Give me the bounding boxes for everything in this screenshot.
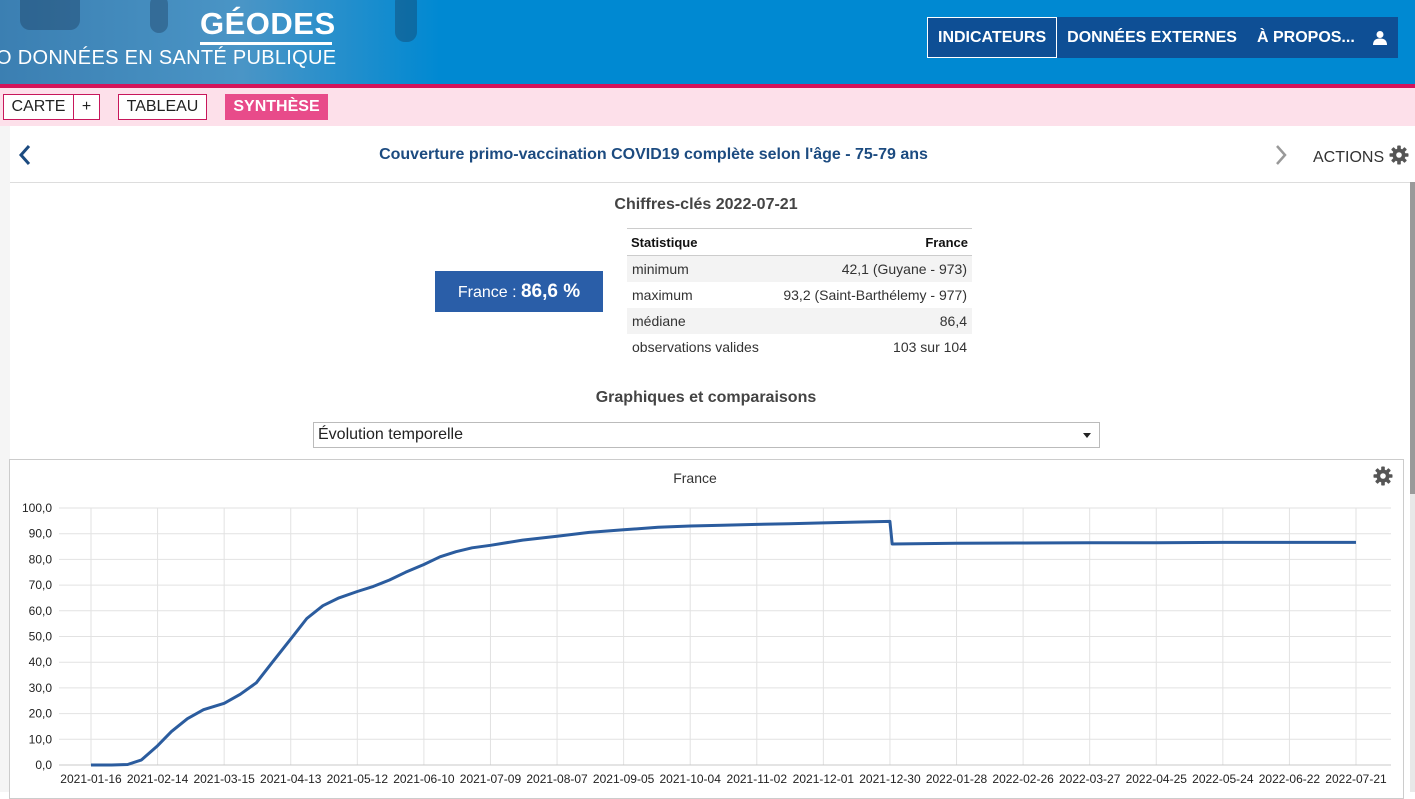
x-tick-label: 2021-10-04 xyxy=(660,772,722,786)
gear-icon xyxy=(1389,145,1409,170)
table-header-statistique: Statistique xyxy=(627,228,770,256)
table-cell-value: 86,4 xyxy=(769,308,972,334)
tab-carte[interactable]: CARTE xyxy=(3,94,74,120)
actions-label: ACTIONS xyxy=(1313,148,1385,166)
x-tick-label: 2021-09-05 xyxy=(593,772,655,786)
table-header-france: France xyxy=(769,228,972,256)
table-row: maximum 93,2 (Saint-Barthélemy - 977) xyxy=(627,282,972,308)
x-tick-label: 2021-07-09 xyxy=(460,772,522,786)
graphs-heading: Graphiques et comparaisons xyxy=(595,389,817,406)
y-tick-label: 20,0 xyxy=(29,707,53,721)
x-tick-label: 2021-02-14 xyxy=(127,772,189,786)
nav-indicateurs[interactable]: INDICATEURS xyxy=(927,17,1058,58)
series-line xyxy=(91,519,1356,767)
chart-panel xyxy=(9,459,1404,799)
x-tick-label: 2021-12-01 xyxy=(793,772,855,786)
left-gutter xyxy=(0,126,10,792)
x-tick-label: 2021-04-13 xyxy=(260,772,322,786)
nav-donnees-externes[interactable]: DONNÉES EXTERNES xyxy=(1067,29,1237,46)
x-tick-label: 2021-08-07 xyxy=(526,772,588,786)
y-tick-label: 30,0 xyxy=(29,681,53,695)
x-tick-label: 2022-06-22 xyxy=(1259,772,1321,786)
site-header: GÉODES O DONNÉES EN SANTÉ PUBLIQUE INDIC… xyxy=(0,0,1415,84)
table-cell-label: minimum xyxy=(627,255,770,282)
vertical-scrollbar[interactable] xyxy=(1410,182,1415,792)
x-tick-label: 2021-12-30 xyxy=(859,772,921,786)
tab-synthese[interactable]: SYNTHÈSE xyxy=(225,94,328,120)
y-tick-label: 80,0 xyxy=(29,552,53,566)
x-tick-label: 2022-03-27 xyxy=(1059,772,1121,786)
chart-settings-gear-icon[interactable] xyxy=(1373,466,1393,491)
key-figures-heading: Chiffres-clés 2022-07-21 xyxy=(614,196,798,213)
chevron-right-icon[interactable] xyxy=(1274,144,1288,171)
table-cell-value: 42,1 (Guyane - 973) xyxy=(769,255,972,282)
graph-type-selected-value: Évolution temporelle xyxy=(318,426,463,443)
brand-underline xyxy=(200,42,332,45)
france-value-box: France : 86,6 % xyxy=(435,271,603,312)
x-tick-label: 2022-04-25 xyxy=(1126,772,1188,786)
tab-carte-add-button[interactable]: + xyxy=(73,94,100,120)
y-tick-label: 70,0 xyxy=(29,578,53,592)
scrollbar-thumb[interactable] xyxy=(1410,182,1415,494)
x-tick-label: 2022-05-24 xyxy=(1192,772,1254,786)
table-cell-label: maximum xyxy=(632,287,693,303)
user-icon[interactable] xyxy=(1365,17,1395,58)
caret-down-icon xyxy=(1083,433,1091,438)
y-tick-label: 100,0 xyxy=(22,501,52,515)
x-tick-label: 2021-03-15 xyxy=(193,772,255,786)
y-tick-label: 90,0 xyxy=(29,527,53,541)
x-tick-label: 2022-01-28 xyxy=(926,772,988,786)
x-tick-label: 2022-07-21 xyxy=(1325,772,1387,786)
indicator-title-bar: Couverture primo-vaccination COVID19 com… xyxy=(10,126,1412,183)
y-tick-label: 50,0 xyxy=(29,630,53,644)
table-cell-label: observations valides xyxy=(632,339,759,355)
table-cell-value: 93,2 (Saint-Barthélemy - 977) xyxy=(783,287,967,303)
y-tick-label: 0,0 xyxy=(35,758,52,772)
tab-tableau[interactable]: TABLEAU xyxy=(118,94,207,120)
graph-type-select[interactable]: Évolution temporelle xyxy=(313,422,1100,448)
chart-title: France xyxy=(673,470,717,486)
top-navigation: INDICATEURS DONNÉES EXTERNES À PROPOS... xyxy=(927,17,1398,58)
chevron-left-icon[interactable] xyxy=(18,144,32,171)
france-value: 86,6 % xyxy=(520,281,581,302)
y-tick-label: 60,0 xyxy=(29,604,53,618)
x-tick-label: 2021-05-12 xyxy=(327,772,389,786)
page-title: Couverture primo-vaccination COVID19 com… xyxy=(379,146,928,163)
table-row: minimum 42,1 (Guyane - 973) xyxy=(627,255,972,282)
line-chart: France 0,0 10,0 20,0 30,0 40,0 50,0 60,0 70,0 80,… xyxy=(22,470,1391,786)
table-cell-label: médiane xyxy=(627,308,770,334)
france-value-label: France : xyxy=(457,284,521,301)
brand-logo[interactable]: GÉODES xyxy=(200,6,336,41)
table-row: médiane 86,4 xyxy=(627,308,972,334)
x-tick-label: 2021-11-02 xyxy=(727,772,788,786)
actions-menu-button[interactable]: ACTIONS xyxy=(1313,145,1409,170)
x-tick-label: 2021-06-10 xyxy=(393,772,455,786)
header-accent-line xyxy=(0,84,1415,88)
table-row: observations valides 103 sur 104 xyxy=(627,334,972,360)
table-cell-value: 103 sur 104 xyxy=(893,339,967,355)
y-tick-label: 40,0 xyxy=(29,655,53,669)
nav-a-propos[interactable]: À PROPOS... xyxy=(1256,29,1355,46)
brand-subtitle: O DONNÉES EN SANTÉ PUBLIQUE xyxy=(0,47,337,69)
y-tick-label: 10,0 xyxy=(29,732,53,746)
key-figures-table: Statistique France minimum 42,1 (Guyane … xyxy=(627,228,972,360)
x-tick-label: 2021-01-16 xyxy=(60,772,122,786)
view-tabs-bar: CARTE + TABLEAU SYNTHÈSE xyxy=(0,88,1415,126)
x-tick-label: 2022-02-26 xyxy=(992,772,1054,786)
